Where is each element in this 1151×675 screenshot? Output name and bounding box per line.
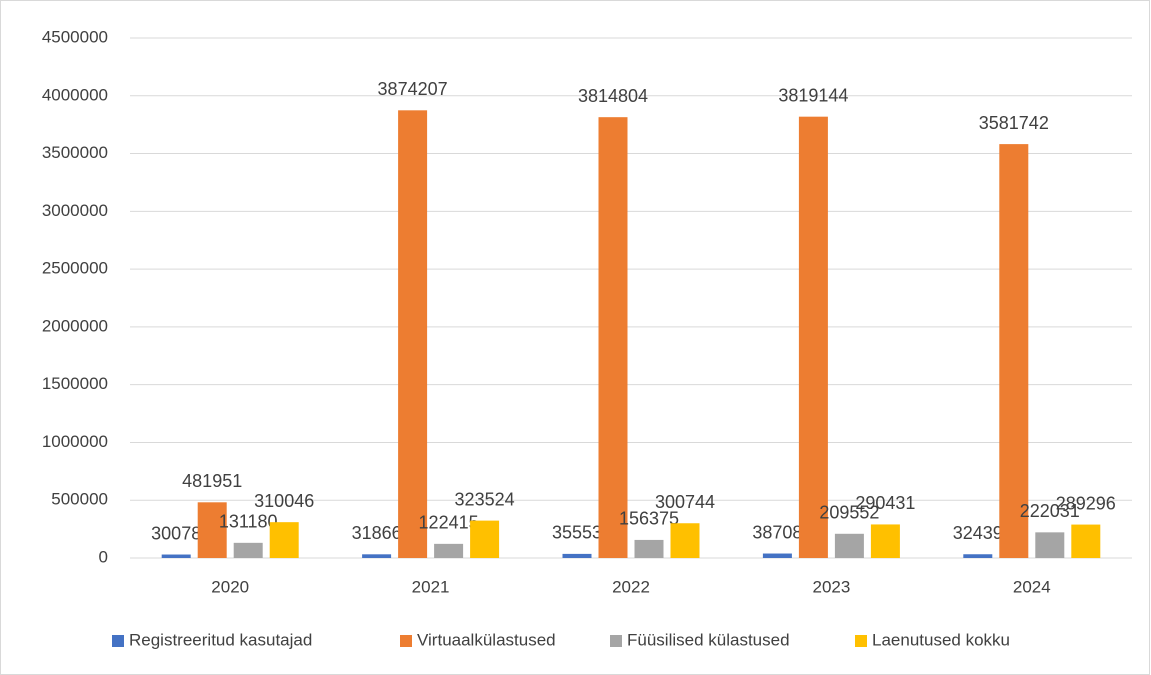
x-tick-label: 2022 <box>612 577 650 596</box>
data-label: 156375 <box>619 509 679 529</box>
bar <box>598 117 628 558</box>
y-tick-label: 4000000 <box>42 85 108 104</box>
y-tick-label: 4500000 <box>42 27 108 46</box>
data-label: 209552 <box>819 503 879 523</box>
data-label: 30078 <box>151 523 201 543</box>
data-label: 310046 <box>254 491 314 511</box>
bar <box>963 554 993 558</box>
legend-label: Virtuaalkülastused <box>417 630 556 649</box>
data-label: 32439 <box>953 523 1003 543</box>
bar <box>762 553 792 558</box>
data-label: 222031 <box>1020 501 1080 521</box>
x-tick-label: 2020 <box>211 577 249 596</box>
y-tick-label: 1500000 <box>42 374 108 393</box>
bar <box>1035 532 1065 558</box>
bar <box>161 554 191 558</box>
bar <box>362 554 392 558</box>
data-label: 131180 <box>219 512 278 532</box>
bar <box>670 523 700 558</box>
data-label: 3874207 <box>378 79 448 99</box>
bar <box>562 553 592 558</box>
legend-swatch <box>112 635 124 647</box>
legend-label: Registreeritud kasutajad <box>129 630 312 649</box>
legend-swatch <box>610 635 622 647</box>
bar <box>1071 524 1101 558</box>
data-label: 3814804 <box>578 86 648 106</box>
x-tick-label: 2021 <box>412 577 450 596</box>
data-label: 122415 <box>419 513 479 533</box>
legend-label: Laenutused kokku <box>872 630 1010 649</box>
data-label: 323524 <box>455 489 515 509</box>
y-tick-label: 3500000 <box>42 143 108 162</box>
x-tick-label: 2024 <box>1013 577 1051 596</box>
y-tick-label: 1000000 <box>42 432 108 451</box>
data-label: 481951 <box>182 471 242 491</box>
data-label: 35553 <box>552 523 602 543</box>
y-tick-label: 500000 <box>51 490 108 509</box>
bar <box>197 502 227 558</box>
bar <box>798 116 828 558</box>
bar <box>999 144 1029 559</box>
y-tick-label: 0 <box>99 547 108 566</box>
data-label: 3581742 <box>979 113 1049 133</box>
y-tick-label: 2000000 <box>42 316 108 335</box>
legend-label: Füüsilised külastused <box>627 630 790 649</box>
x-tick-label: 2023 <box>812 577 850 596</box>
bar <box>470 520 500 558</box>
data-label: 290431 <box>855 493 915 513</box>
bar <box>634 539 664 558</box>
bar <box>834 533 864 558</box>
bar <box>870 524 900 558</box>
bar <box>398 110 428 559</box>
legend-swatch <box>400 635 412 647</box>
data-label: 3819144 <box>778 85 848 105</box>
data-label: 38708 <box>752 522 802 542</box>
data-label: 289296 <box>1056 493 1116 513</box>
bar <box>233 542 263 558</box>
data-label: 300744 <box>655 492 715 512</box>
data-label: 31866 <box>352 523 402 543</box>
y-tick-label: 3000000 <box>42 201 108 220</box>
bar <box>434 543 464 558</box>
legend-swatch <box>855 635 867 647</box>
y-tick-label: 2500000 <box>42 259 108 278</box>
bar <box>269 522 299 558</box>
